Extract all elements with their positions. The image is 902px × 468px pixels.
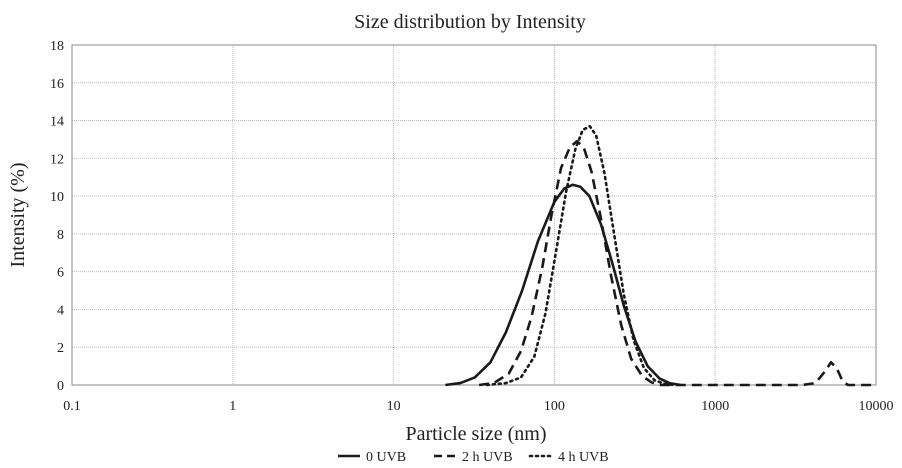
legend-label-2: 2 h UVB	[462, 450, 513, 465]
series-line-2	[478, 140, 876, 387]
y-tick-label: 4	[57, 303, 64, 318]
x-tick-label: 0.1	[63, 399, 81, 414]
legend-label-3: 4 h UVB	[558, 450, 609, 465]
y-tick-labels: 0 2 4 6 8 10 12 14 16 18	[50, 39, 64, 394]
x-tick-label: 1	[229, 399, 236, 414]
y-tick-label: 12	[50, 152, 64, 167]
y-tick-label: 0	[57, 379, 64, 394]
chart-title: Size distribution by Intensity	[354, 11, 586, 33]
series-layer	[445, 124, 876, 387]
series-line-3	[485, 124, 676, 387]
x-tick-label: 100	[544, 399, 565, 414]
x-tick-labels: 0.1 1 10 100 1000 10000	[63, 399, 893, 414]
legend: 0 UVB 2 h UVB 4 h UVB	[338, 450, 609, 465]
series-line-1	[445, 183, 681, 387]
y-tick-label: 10	[50, 190, 64, 205]
y-tick-label: 6	[57, 266, 64, 281]
plot-frame	[71, 44, 877, 386]
x-tick-label: 10000	[859, 399, 894, 414]
y-axis-label: Intensity (%)	[7, 163, 29, 268]
x-tick-label: 1000	[701, 399, 729, 414]
y-tick-label: 2	[57, 341, 64, 356]
y-tick-label: 16	[50, 77, 64, 92]
x-axis-label: Particle size (nm)	[405, 423, 546, 445]
y-tick-label: 8	[57, 228, 64, 243]
y-tick-label: 18	[50, 39, 64, 54]
x-tick-label: 10	[387, 399, 401, 414]
grid-layer	[71, 44, 877, 386]
y-tick-label: 14	[50, 115, 64, 130]
legend-label-1: 0 UVB	[366, 450, 406, 465]
